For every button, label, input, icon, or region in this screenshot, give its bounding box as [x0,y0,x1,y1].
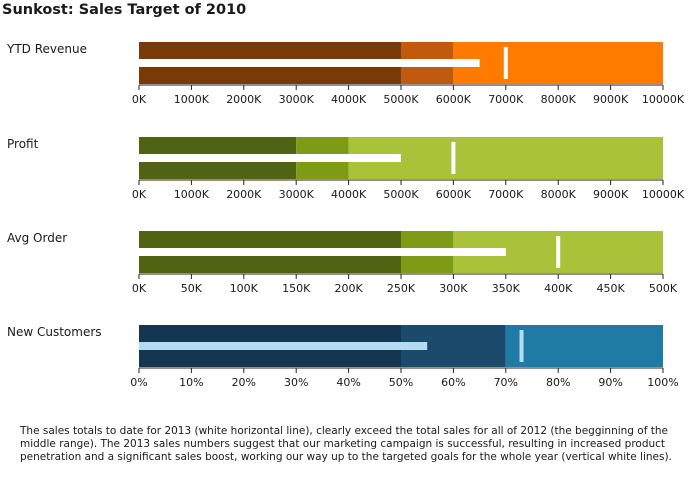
tick-label: 7000K [488,188,524,201]
bullet-label: New Customers [7,325,102,339]
tick-label: 10000K [642,188,685,201]
tick-label: 500K [649,282,678,295]
tick-label: 100% [647,376,678,389]
tick-label: 350K [492,282,521,295]
tick-label: 9000K [593,188,629,201]
tick-label: 200K [334,282,363,295]
bullet-label: YTD Revenue [6,42,87,56]
tick-label: 2000K [226,188,262,201]
tick-label: 250K [387,282,416,295]
tick-label: 5000K [383,188,419,201]
tick-label: 300K [439,282,468,295]
target-marker [503,47,508,79]
tick-label: 40% [336,376,360,389]
bullet-label: Avg Order [7,231,67,245]
bullet-charts: YTD Revenue 0K 1000K 2000K 3000K 4000K 5000K 60… [6,42,685,389]
tick-label: 0K [132,282,147,295]
tick-label: 60% [441,376,465,389]
tick-label: 450K [596,282,625,295]
tick-label: 9000K [593,93,629,106]
tick-label: 1000K [174,188,210,201]
tick-label: 90% [598,376,622,389]
target-marker [451,142,456,174]
actual-bar [139,154,401,162]
tick-label: 6000K [436,93,472,106]
tick-label: 30% [284,376,308,389]
tick-label: 1000K [174,93,210,106]
tick-label: 0K [132,188,147,201]
tick-label: 8000K [541,188,577,201]
tick-label: 150K [282,282,311,295]
chart-title: Sunkost: Sales Target of 2010 [2,2,247,18]
tick-label: 0% [130,376,147,389]
tick-label: 4000K [331,188,367,201]
tick-label: 8000K [541,93,577,106]
tick-label: 4000K [331,93,367,106]
target-marker [556,236,561,268]
tick-label: 10000K [642,93,685,106]
actual-bar [139,342,428,350]
tick-label: 3000K [279,188,315,201]
tick-label: 2000K [226,93,262,106]
actual-bar [139,248,506,256]
tick-label: 400K [544,282,573,295]
tick-label: 50% [389,376,413,389]
tick-label: 20% [232,376,256,389]
tick-label: 100K [230,282,259,295]
actual-bar [139,59,480,67]
target-marker [519,330,524,362]
tick-label: 7000K [488,93,524,106]
chart-caption: The sales totals to date for 2013 (white… [20,425,672,463]
tick-label: 6000K [436,188,472,201]
range-band [453,42,663,84]
tick-label: 10% [179,376,203,389]
bullet-label: Profit [7,137,39,151]
tick-label: 5000K [383,93,419,106]
tick-label: 70% [494,376,518,389]
tick-label: 50K [181,282,203,295]
tick-label: 80% [546,376,570,389]
tick-label: 0K [132,93,147,106]
range-band [505,325,663,367]
tick-label: 3000K [279,93,315,106]
